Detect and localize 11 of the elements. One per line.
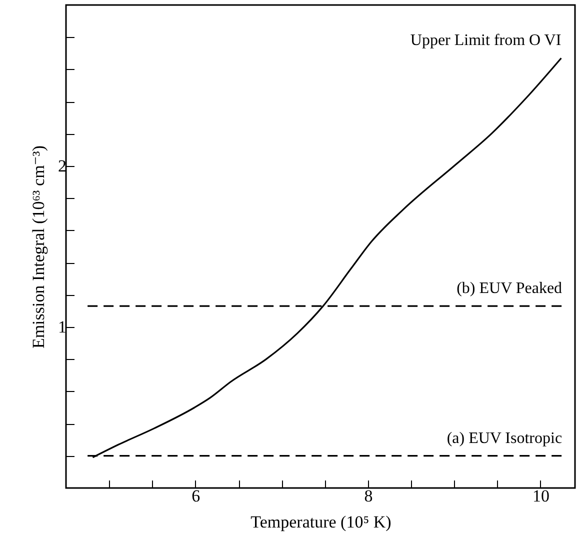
- line-series: [92, 57, 562, 458]
- series-label: (a) EUV Isotropic: [446, 430, 562, 447]
- y-tick-label: 2: [58, 156, 66, 176]
- series-label: (b) EUV Peaked: [456, 280, 562, 298]
- x-tick-label: 10: [532, 486, 550, 506]
- x-tick-label: 8: [364, 486, 373, 506]
- y-tick-label: 1: [58, 318, 66, 336]
- series-label: Upper Limit from O VI: [410, 32, 562, 50]
- y-axis-title: Emission Integral (10⁶³ cm⁻³): [29, 145, 48, 349]
- x-axis-title: Temperature (10⁵ K): [250, 512, 392, 532]
- x-tick-label: 6: [192, 486, 200, 506]
